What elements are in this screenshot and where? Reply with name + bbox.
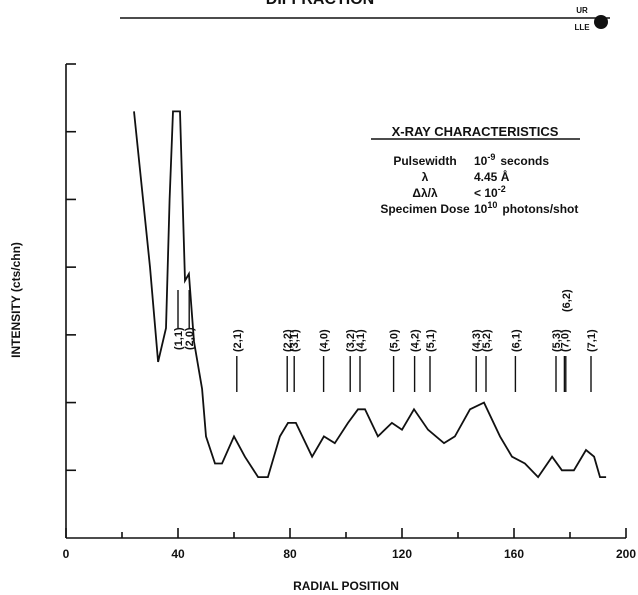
peak-label: (4,1) [355,329,367,352]
peak-label: (7,1) [586,329,598,352]
peak-label: (2,1) [232,329,244,352]
annotation-unit: seconds [500,154,549,168]
logo-text: LLE [574,23,590,32]
peak-label: (7,0) [559,329,571,352]
annotation-value: 10-9 seconds [474,152,549,168]
x-tick-label: 40 [171,547,185,561]
peak-label: (4,2) [410,329,422,352]
peak-label: (2,2) [282,329,294,352]
peak-label: (4,0) [319,329,331,352]
annotation-value: 1010 photons/shot [474,200,578,216]
annotation-value: 4.45 Å [474,169,510,184]
annotation-title: X-RAY CHARACTERISTICS [392,124,559,139]
peak-label: (5,2) [481,329,493,352]
annotation-base: 10 [474,154,488,168]
peak-label: (4,3) [471,329,483,352]
peak-label: (2,0) [184,327,196,350]
peak-label: (1,1) [173,327,185,350]
peak-label: (5,3) [551,329,563,352]
annotation-label: Pulsewidth [393,154,456,168]
annotation-base: < 10 [474,186,498,200]
logo-star [594,15,608,29]
y-axis-label: INTENSITY (cts/chn) [9,242,23,358]
x-tick-label: 0 [63,547,70,561]
peak-label: (5,1) [425,329,437,352]
annotation-label: Δλ/λ [412,186,438,200]
peak-label: (6,1) [510,329,522,352]
peak-label: (3,2) [345,329,357,352]
annotation-unit: photons/shot [502,202,578,216]
x-tick-label: 200 [616,547,636,561]
annotation-base: 10 [474,202,488,216]
x-tick-label: 80 [283,547,297,561]
annotation-label: Specimen Dose [380,202,470,216]
annotation-exp: 10 [487,200,497,210]
annotation-base: 4.45 Å [474,169,510,184]
annotation-exp: -9 [487,152,495,162]
logo-text: UR [576,6,588,15]
x-axis-label: RADIAL POSITION [293,579,399,593]
page-title: DIFFRACTION [266,0,374,8]
peak-label: (5,0) [389,329,401,352]
annotation-value: < 10-2 [474,184,506,200]
data-line [133,110,607,479]
x-tick-label: 120 [392,547,412,561]
peak-label: (3,1) [289,329,301,352]
peak-label: (6,2) [561,289,573,312]
annotation-label: λ [422,170,429,184]
annotation-exp: -2 [498,184,506,194]
x-tick-label: 160 [504,547,524,561]
